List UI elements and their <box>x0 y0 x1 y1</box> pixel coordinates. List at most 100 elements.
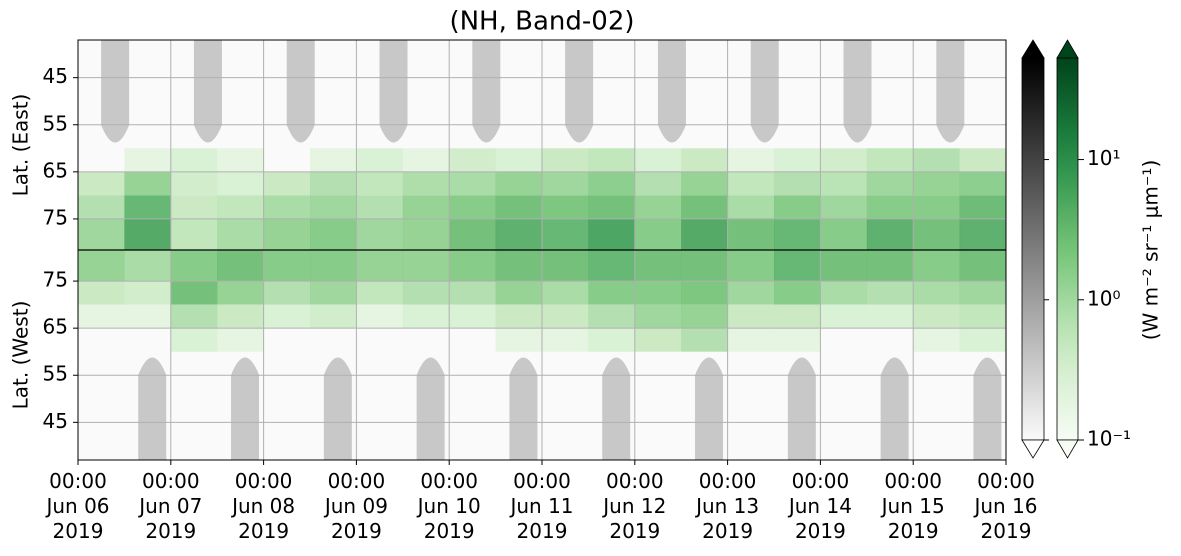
heatmap-cell <box>634 281 682 305</box>
heatmap-cell <box>310 304 357 329</box>
x-tick-label: 00:00 Jun 14 2019 <box>787 469 852 543</box>
heatmap-cell <box>634 304 682 329</box>
no-data-region <box>286 40 315 143</box>
heatmap-cell <box>217 304 265 329</box>
heatmap-cell <box>774 304 821 329</box>
no-data-region <box>193 40 222 143</box>
heatmap-cell <box>263 195 311 219</box>
heatmap-cell <box>588 328 636 352</box>
heatmap-cell <box>542 250 589 282</box>
heatmap-cell <box>310 171 357 196</box>
heatmap-cell <box>727 218 775 250</box>
heatmap-cell <box>634 328 682 352</box>
heatmap-cell <box>588 171 636 196</box>
heatmap-cell <box>774 250 821 282</box>
heatmap-cell <box>634 171 682 196</box>
y-tick-label: 75 <box>43 205 68 229</box>
heatmap-cell <box>78 195 125 219</box>
x-tick-label: 00:00 Jun 16 2019 <box>972 469 1037 543</box>
heatmap-cell <box>588 281 636 305</box>
no-data-region <box>509 357 538 460</box>
heatmap-cell <box>402 148 450 172</box>
heatmap-cell <box>495 218 543 250</box>
heatmap-cell <box>170 304 218 329</box>
heatmap-cell <box>588 148 636 172</box>
no-data-region <box>657 40 686 143</box>
heatmap-cell <box>959 171 1007 196</box>
x-tick-label: 00:00 Jun 12 2019 <box>601 469 666 543</box>
colorbar <box>1021 57 1045 441</box>
colorbar-extend <box>1056 439 1079 459</box>
heatmap-cell <box>124 304 172 329</box>
y-tick-label: 65 <box>43 158 68 182</box>
heatmap-cell <box>217 171 265 196</box>
x-tick-label: 00:00 Jun 06 2019 <box>44 469 109 543</box>
heatmap-cell <box>310 148 357 172</box>
heatmap-cell <box>542 195 589 219</box>
heatmap-cell <box>681 281 729 305</box>
heatmap-cell <box>866 218 914 250</box>
heatmap-cell <box>866 281 914 305</box>
colorbar-label: (W m⁻² sr⁻¹ μm⁻¹) <box>1139 160 1163 341</box>
heatmap-cell <box>217 148 265 172</box>
heatmap-cell <box>542 171 589 196</box>
no-data-region <box>973 357 1002 460</box>
heatmap-cell <box>959 304 1007 329</box>
no-data-region <box>602 357 631 460</box>
no-data-region <box>138 357 167 460</box>
heatmap-cell <box>681 250 729 282</box>
heatmap-cell <box>263 304 311 329</box>
heatmap-cell <box>124 195 172 219</box>
heatmap-cell <box>78 171 125 196</box>
heatmap-cell <box>310 281 357 305</box>
heatmap-cell <box>495 148 543 172</box>
heatmap-cell <box>310 195 357 219</box>
y-tick-label: 55 <box>43 111 68 135</box>
x-tick-label: 00:00 Jun 10 2019 <box>416 469 481 543</box>
heatmap-cell <box>913 171 961 196</box>
heatmap-cell <box>124 281 172 305</box>
no-data-region <box>936 40 965 143</box>
heatmap-cell <box>634 218 682 250</box>
heatmap-cell <box>217 250 265 282</box>
heatmap-cell <box>217 195 265 219</box>
heatmap-cell <box>402 304 450 329</box>
heatmap-cell <box>774 171 821 196</box>
colorbar-tick-label: 10⁻¹ <box>1087 427 1131 451</box>
no-data-region <box>843 40 872 143</box>
colorbar-extend <box>1021 439 1045 459</box>
y-tick-label: 75 <box>43 268 68 292</box>
heatmap-cell <box>495 304 543 329</box>
x-tick-label: 00:00 Jun 07 2019 <box>137 469 202 543</box>
colorbar-tick-label: 10¹ <box>1087 146 1120 170</box>
heatmap-cell <box>727 250 775 282</box>
heatmap-cell <box>727 195 775 219</box>
heatmap-cell <box>774 148 821 172</box>
heatmap-cell <box>959 328 1007 352</box>
heatmap-cell <box>820 250 868 282</box>
heatmap-cell <box>681 195 729 219</box>
heatmap-cell <box>866 304 914 329</box>
y-tick-label: 65 <box>43 315 68 339</box>
heatmap-cell <box>820 148 868 172</box>
heatmap-cell <box>866 171 914 196</box>
heatmap-cell <box>774 281 821 305</box>
heatmap-cell <box>820 171 868 196</box>
heatmap-cell <box>356 171 404 196</box>
heatmap-cell <box>774 218 821 250</box>
heatmap-cell <box>542 281 589 305</box>
heatmap-cell <box>588 195 636 219</box>
heatmap-cell <box>681 304 729 329</box>
colorbar <box>1056 57 1079 441</box>
heatmap-cell <box>727 304 775 329</box>
heatmap-cell <box>449 148 497 172</box>
heatmap-cell <box>588 250 636 282</box>
heatmap-cell <box>124 218 172 250</box>
no-data-region <box>750 40 779 143</box>
heatmap-cell <box>959 148 1007 172</box>
plot-frame <box>77 39 1007 461</box>
no-data-region <box>787 357 816 460</box>
heatmap-cell <box>356 250 404 282</box>
y-tick-label: 45 <box>43 409 68 433</box>
heatmap-cell <box>402 195 450 219</box>
